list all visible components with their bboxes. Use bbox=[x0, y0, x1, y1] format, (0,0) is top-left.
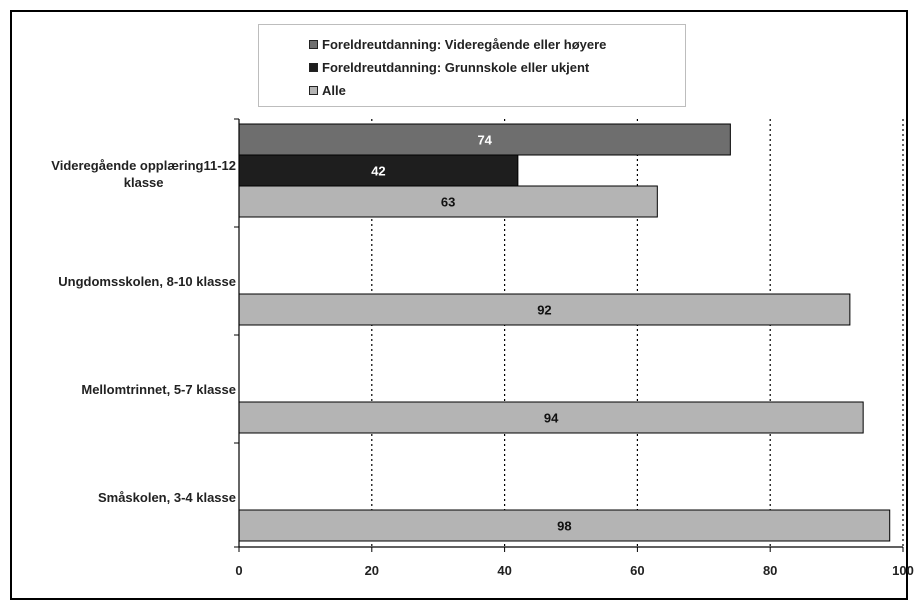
category-label: Videregående opplæring11-12 klasse bbox=[51, 158, 236, 190]
bar bbox=[238, 509, 891, 542]
legend-item: Foreldreutdanning: Grunnskole eller ukje… bbox=[309, 59, 589, 75]
legend-label: Foreldreutdanning: Grunnskole eller ukje… bbox=[322, 59, 590, 75]
legend-item: Alle bbox=[309, 82, 346, 98]
bar bbox=[238, 185, 658, 218]
x-tick-label: 40 bbox=[497, 563, 511, 578]
legend-swatch bbox=[309, 85, 318, 95]
category-label: Småskolen, 3-4 klasse bbox=[97, 490, 236, 505]
data-label: 94 bbox=[544, 411, 559, 426]
legend-swatch bbox=[309, 62, 318, 72]
bar bbox=[238, 293, 851, 326]
legend-label: Foreldreutdanning: Videregående eller hø… bbox=[322, 36, 607, 52]
chart-legend: Foreldreutdanning: Videregående eller hø… bbox=[258, 24, 686, 107]
category-label: Ungdomsskolen, 8-10 klasse bbox=[58, 274, 236, 289]
data-label: 74 bbox=[477, 133, 492, 148]
x-tick-label: 80 bbox=[763, 563, 777, 578]
x-tick-label: 60 bbox=[630, 563, 644, 578]
x-tick-label: 20 bbox=[365, 563, 379, 578]
data-label: 92 bbox=[537, 303, 551, 318]
x-tick-label: 100 bbox=[892, 563, 914, 578]
legend-item: Foreldreutdanning: Videregående eller hø… bbox=[309, 36, 606, 52]
x-tick-label: 0 bbox=[235, 563, 242, 578]
data-label: 42 bbox=[371, 164, 385, 179]
category-label: Mellomtrinnet, 5-7 klasse bbox=[81, 382, 236, 397]
legend-label: Alle bbox=[322, 82, 346, 98]
data-label: 98 bbox=[557, 519, 571, 534]
bar bbox=[238, 401, 864, 434]
data-label: 63 bbox=[441, 195, 455, 210]
legend-swatch bbox=[309, 39, 318, 49]
